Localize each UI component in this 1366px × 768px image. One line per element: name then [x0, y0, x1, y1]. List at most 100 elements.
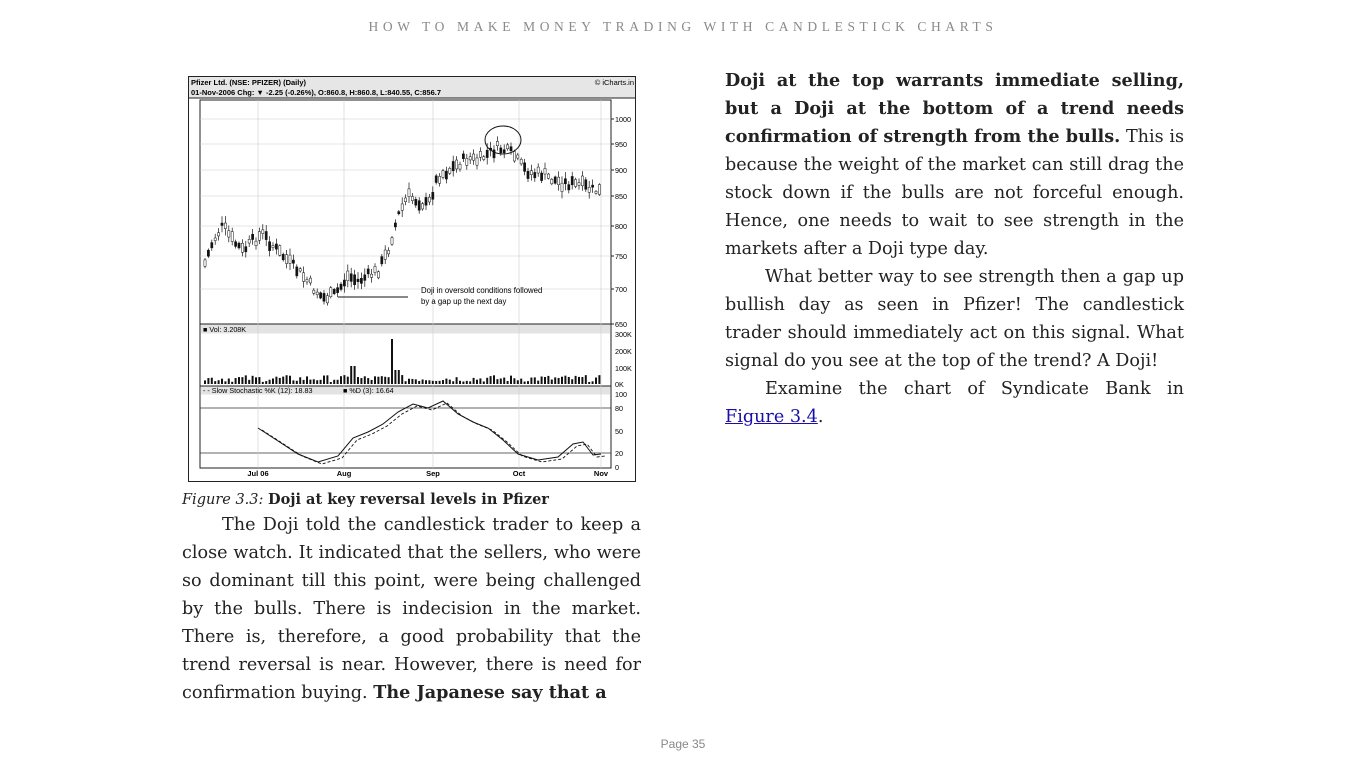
left-column: The Doji told the candlestick trader to …	[182, 511, 641, 707]
volume-bar	[486, 377, 489, 384]
left-paragraph: The Doji told the candlestick trader to …	[182, 511, 641, 707]
volume-bar	[401, 375, 404, 384]
candle-body	[292, 259, 295, 264]
price-tick-label: 1000	[615, 115, 631, 124]
right-paragraph-2: What better way to see strength then a g…	[725, 267, 1184, 371]
volume-bar	[204, 380, 206, 384]
candle-body	[458, 164, 462, 170]
candle-body	[234, 241, 237, 247]
candle-body	[207, 249, 210, 257]
stoch-d-line	[261, 402, 606, 465]
candle-body	[421, 203, 424, 210]
candle-body	[404, 197, 407, 202]
candle-body	[343, 279, 346, 287]
volume-bar	[363, 376, 366, 384]
candle-body	[564, 178, 567, 185]
price-tick-label: 900	[615, 166, 627, 175]
volume-bar	[248, 379, 251, 384]
candle-body	[574, 179, 577, 187]
volume-bar	[275, 376, 278, 384]
volume-bar	[418, 380, 421, 384]
volume-bar	[404, 381, 407, 384]
volume-bar	[520, 378, 523, 384]
candle-body	[285, 254, 288, 264]
volume-bar	[550, 379, 553, 384]
candle-body	[251, 233, 254, 240]
candle-body	[315, 291, 319, 296]
volume-bar	[282, 376, 285, 384]
candle-body	[533, 172, 537, 179]
candle-body	[322, 293, 326, 302]
volume-bar	[493, 375, 495, 384]
volume-bar	[289, 375, 291, 384]
candle-body	[356, 278, 360, 282]
volume-bar	[561, 376, 563, 384]
volume-bar	[316, 380, 319, 384]
volume-bar	[350, 366, 353, 384]
candle-body	[451, 161, 455, 172]
volume-bar	[479, 378, 482, 384]
volume-bar	[244, 375, 247, 384]
volume-bar	[217, 380, 220, 384]
candle-body	[400, 203, 404, 211]
candle-body	[390, 237, 394, 245]
volume-bar	[265, 381, 268, 384]
volume-bar	[574, 375, 577, 384]
volume-bar	[465, 380, 468, 384]
candle-body	[567, 184, 571, 191]
candle-body	[557, 176, 560, 186]
candle-body	[441, 170, 445, 178]
volume-bar	[428, 380, 431, 384]
candle-body	[577, 182, 581, 186]
candle-body	[547, 173, 550, 179]
right-p3-text: Examine the chart of Syndicate Bank in	[765, 379, 1184, 399]
volume-label: ■ Vol: 3.208K	[203, 325, 246, 334]
candle-body	[271, 245, 275, 248]
volume-bar	[523, 381, 526, 384]
candle-body	[217, 232, 220, 237]
volume-bar	[489, 376, 492, 384]
candle-body	[502, 149, 506, 154]
candle-body	[417, 200, 421, 211]
volume-bar	[336, 379, 339, 384]
candle-body	[438, 176, 441, 184]
candle-body	[411, 196, 414, 201]
caption-title: Doji at key reversal levels in Pfizer	[268, 491, 549, 508]
candle-body	[591, 184, 594, 188]
candle-body	[366, 268, 370, 275]
volume-bar	[544, 377, 546, 384]
volume-bar	[442, 380, 444, 384]
candle-body	[587, 186, 591, 193]
volume-bar	[513, 378, 516, 384]
volume-bar	[438, 380, 441, 384]
stoch-tick-label: 50	[615, 427, 623, 436]
x-tick-label: Sep	[426, 469, 440, 478]
volume-bar	[374, 376, 376, 384]
chart-header-line2: 01-Nov-2006 Chg: ▼ -2.25 (-0.26%), O:860…	[191, 88, 441, 97]
volume-bar	[353, 366, 356, 384]
volume-bar	[333, 379, 336, 384]
volume-bar	[360, 378, 363, 384]
candle-body	[536, 166, 540, 174]
price-tick-label: 800	[615, 222, 627, 231]
candle-body	[332, 289, 336, 294]
candle-body	[560, 182, 564, 192]
candle-body	[298, 268, 302, 272]
candle-body	[496, 141, 499, 147]
page-number: Page 35	[660, 737, 706, 751]
candle-body	[431, 192, 435, 200]
volume-bar	[292, 380, 295, 384]
stoch-tick-label: 20	[615, 449, 623, 458]
volume-bar	[452, 381, 455, 384]
candle-body	[247, 239, 251, 244]
candle-body	[339, 283, 343, 290]
figure-3-4-link[interactable]: Figure 3.4	[725, 407, 818, 427]
volume-bar	[448, 379, 451, 384]
candle-body	[268, 241, 271, 251]
stoch-tick-label: 100	[615, 390, 627, 399]
volume-bar	[394, 370, 397, 384]
candle-body	[319, 292, 322, 299]
candle-body	[598, 184, 601, 195]
volume-bar	[251, 375, 254, 384]
candle-body	[383, 249, 387, 260]
